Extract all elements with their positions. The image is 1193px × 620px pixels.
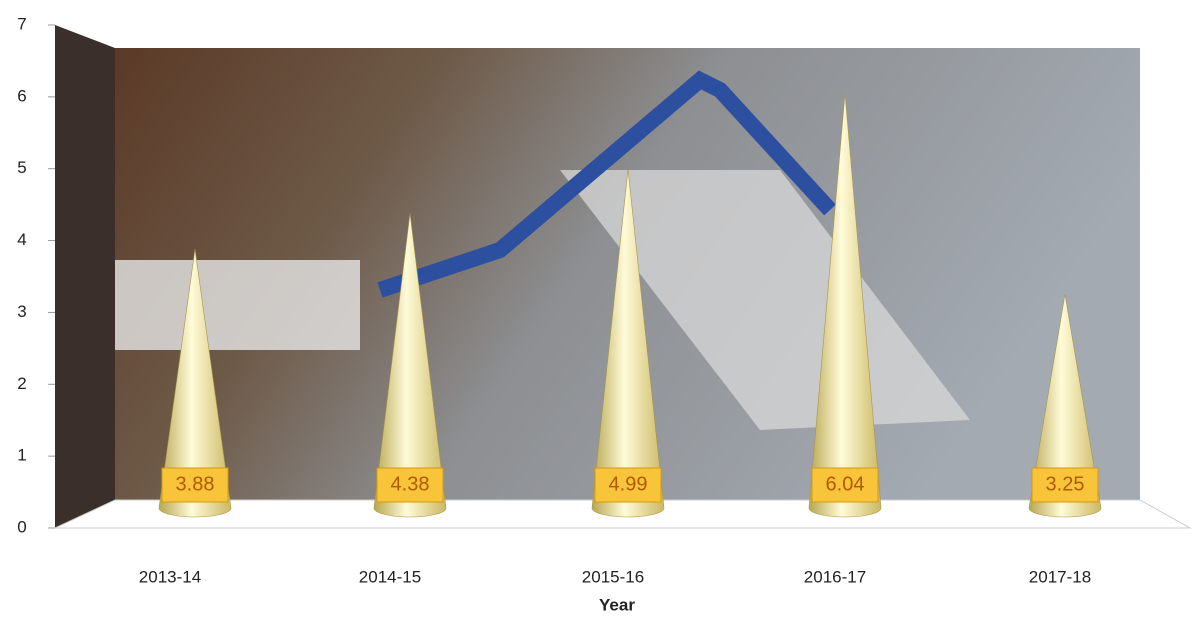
x-tick-label: 2016-17	[804, 567, 866, 586]
y-tick-label: 3	[17, 302, 26, 321]
y-tick-label: 4	[17, 230, 26, 249]
x-tick-label: 2015-16	[582, 567, 644, 586]
y-tick-label: 7	[17, 14, 26, 33]
x-axis-label: Year	[599, 595, 635, 614]
value-label-box	[811, 467, 879, 503]
value-label-box	[594, 467, 662, 503]
value-label: 3.88	[176, 473, 215, 495]
y-tick-label: 1	[17, 446, 26, 465]
y-tick-label: 5	[17, 158, 26, 177]
photo-detail	[115, 260, 360, 350]
cone	[373, 213, 447, 518]
cone	[158, 249, 232, 518]
value-label: 4.38	[391, 473, 430, 495]
value-label: 3.25	[1046, 473, 1085, 495]
x-tick-label: 2013-14	[139, 567, 201, 586]
value-label-box	[1031, 467, 1099, 503]
photo-detail	[377, 70, 836, 298]
x-tick-label: 2017-18	[1029, 567, 1091, 586]
value-label: 4.99	[609, 473, 648, 495]
y-tick-label: 2	[17, 374, 26, 393]
cone	[808, 93, 882, 518]
x-tick-label: 2014-15	[359, 567, 421, 586]
cone	[1028, 294, 1102, 518]
value-label-box	[161, 467, 229, 503]
y-tick-label: 6	[17, 86, 26, 105]
value-label-box	[376, 467, 444, 503]
y-tick-label: 0	[17, 517, 26, 536]
cone	[591, 169, 665, 518]
value-label: 6.04	[826, 473, 865, 495]
side-wall	[55, 25, 115, 528]
